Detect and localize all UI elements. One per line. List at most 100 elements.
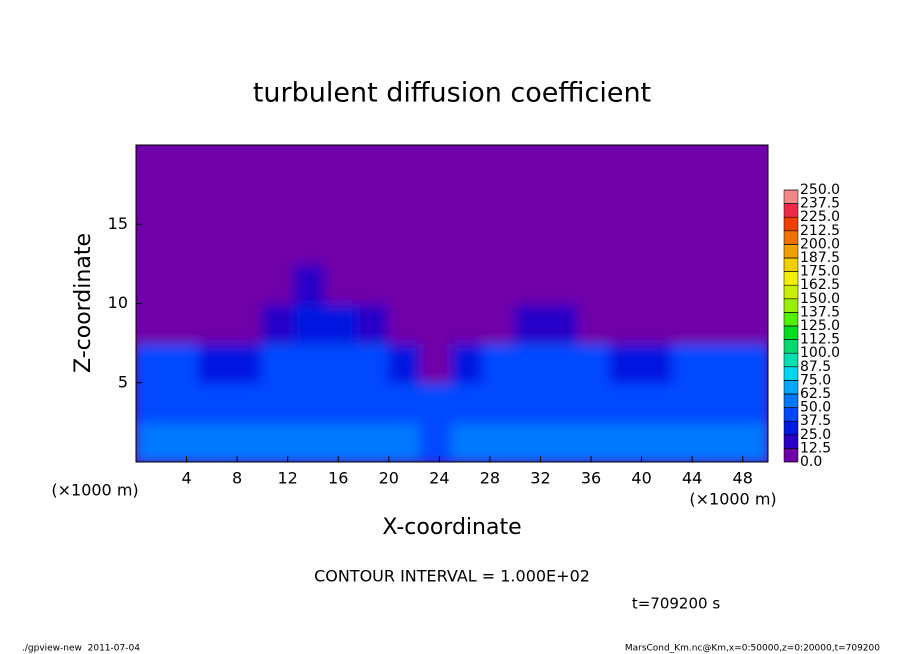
colorbar-label: 12.5 bbox=[800, 440, 831, 456]
colorbar-label: 62.5 bbox=[800, 386, 831, 402]
cell bbox=[640, 302, 675, 345]
colorbar-swatch bbox=[783, 284, 799, 300]
x-tick-label: 44 bbox=[682, 469, 702, 488]
cell bbox=[387, 421, 422, 462]
colorbar-label: 25.0 bbox=[800, 427, 831, 443]
cell bbox=[609, 421, 643, 462]
cell bbox=[229, 381, 264, 424]
cell bbox=[356, 262, 390, 305]
cell bbox=[482, 421, 517, 462]
cell bbox=[735, 223, 768, 265]
cell bbox=[577, 183, 611, 226]
cell bbox=[229, 145, 264, 186]
footer-left: ./gpview-new 2011-07-04 bbox=[22, 644, 140, 654]
cell bbox=[577, 302, 611, 345]
cell bbox=[545, 381, 580, 424]
cell bbox=[356, 421, 390, 462]
colorbar-label: 37.5 bbox=[800, 413, 831, 429]
cell bbox=[514, 145, 548, 186]
cell bbox=[640, 381, 675, 424]
field bbox=[136, 145, 768, 462]
cell bbox=[545, 262, 580, 305]
cell bbox=[356, 183, 390, 226]
chart-title: turbulent diffusion coefficient bbox=[253, 78, 651, 109]
colorbar-swatch bbox=[783, 352, 799, 368]
cell bbox=[609, 342, 643, 384]
cell bbox=[703, 421, 738, 462]
cell bbox=[166, 145, 201, 186]
cell bbox=[735, 145, 768, 186]
colorbar-swatch bbox=[783, 271, 799, 286]
cell bbox=[324, 381, 359, 424]
cell bbox=[136, 302, 169, 345]
time-label: t=709200 s bbox=[632, 595, 720, 613]
colorbar-label: 75.0 bbox=[800, 372, 831, 388]
cell bbox=[198, 145, 232, 186]
cell bbox=[609, 223, 643, 265]
cell bbox=[735, 302, 768, 345]
cell bbox=[577, 342, 611, 384]
cell bbox=[198, 381, 232, 424]
cell bbox=[261, 421, 295, 462]
y-tick-label: 15 bbox=[108, 214, 128, 233]
cell bbox=[545, 421, 580, 462]
cell bbox=[136, 262, 169, 305]
cell bbox=[419, 183, 453, 226]
colorbar-swatch bbox=[783, 189, 799, 204]
cell bbox=[293, 145, 327, 186]
colorbar-swatch bbox=[783, 312, 799, 327]
cell bbox=[577, 262, 611, 305]
cell bbox=[387, 223, 422, 265]
cell bbox=[672, 262, 706, 305]
colorbar-label: 175.0 bbox=[800, 264, 840, 280]
cell bbox=[229, 421, 264, 462]
cell bbox=[261, 381, 295, 424]
cell bbox=[387, 262, 422, 305]
cell bbox=[419, 342, 453, 384]
cell bbox=[545, 223, 580, 265]
colorbar-swatch bbox=[783, 230, 799, 245]
cell bbox=[419, 262, 453, 305]
cell bbox=[166, 262, 201, 305]
cell bbox=[514, 342, 548, 384]
cell bbox=[324, 183, 359, 226]
cell bbox=[419, 381, 453, 424]
cell bbox=[387, 145, 422, 186]
colorbar-swatch bbox=[783, 434, 799, 449]
x-tick-label: 32 bbox=[530, 469, 550, 488]
cell bbox=[482, 145, 517, 186]
x-unit: (×1000 m) bbox=[689, 490, 776, 509]
colorbar-label: 150.0 bbox=[800, 291, 840, 307]
cell bbox=[640, 223, 675, 265]
cell bbox=[640, 145, 675, 186]
cell bbox=[136, 223, 169, 265]
cell bbox=[324, 145, 359, 186]
colorbar-label: 50.0 bbox=[800, 400, 831, 416]
cell bbox=[356, 145, 390, 186]
cell bbox=[735, 183, 768, 226]
x-tick-label: 12 bbox=[278, 469, 298, 488]
cell bbox=[419, 421, 453, 462]
y-unit: (×1000 m) bbox=[51, 481, 138, 500]
cell bbox=[324, 342, 359, 384]
y-axis-label: Z-coordinate bbox=[71, 233, 96, 373]
cell bbox=[136, 183, 169, 226]
cell bbox=[419, 302, 453, 345]
cell bbox=[703, 381, 738, 424]
cell bbox=[229, 342, 264, 384]
cell bbox=[293, 262, 327, 305]
colorbar-label: 250.0 bbox=[800, 182, 840, 198]
cell bbox=[482, 342, 517, 384]
cell bbox=[672, 145, 706, 186]
cell bbox=[482, 183, 517, 226]
cell bbox=[293, 342, 327, 384]
cell bbox=[735, 421, 768, 462]
y-tick-label: 5 bbox=[118, 372, 128, 391]
cell bbox=[324, 223, 359, 265]
cell bbox=[451, 381, 485, 424]
cell bbox=[672, 421, 706, 462]
cell bbox=[261, 302, 295, 345]
cell bbox=[229, 183, 264, 226]
cell bbox=[640, 262, 675, 305]
cell bbox=[198, 183, 232, 226]
